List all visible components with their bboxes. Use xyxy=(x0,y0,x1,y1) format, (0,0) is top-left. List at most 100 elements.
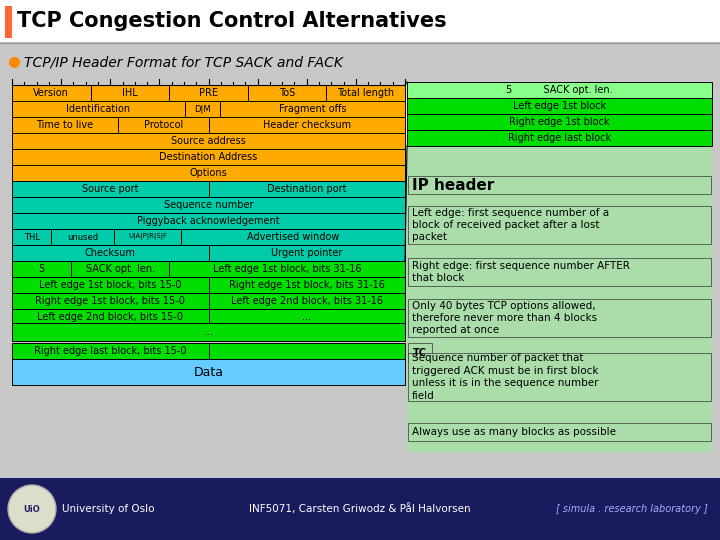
FancyBboxPatch shape xyxy=(12,245,209,261)
Text: Urgent pointer: Urgent pointer xyxy=(271,248,343,258)
Text: unused: unused xyxy=(67,233,99,241)
FancyBboxPatch shape xyxy=(12,343,209,359)
Text: TCP/IP Header Format for TCP SACK and FACK: TCP/IP Header Format for TCP SACK and FA… xyxy=(24,55,343,69)
Text: ...: ... xyxy=(302,312,311,322)
Text: Data: Data xyxy=(194,366,223,379)
FancyBboxPatch shape xyxy=(169,261,405,277)
Text: Left edge 1st block: Left edge 1st block xyxy=(513,101,606,111)
Text: Source port: Source port xyxy=(82,184,138,194)
FancyBboxPatch shape xyxy=(248,85,326,101)
Text: Only 40 bytes TCP options allowed,
therefore never more than 4 blocks
reported a: Only 40 bytes TCP options allowed, there… xyxy=(412,301,597,335)
Text: Left edge: first sequence number of a
block of received packet after a lost
pack: Left edge: first sequence number of a bl… xyxy=(412,207,609,242)
FancyBboxPatch shape xyxy=(12,165,405,181)
FancyBboxPatch shape xyxy=(12,117,118,133)
FancyBboxPatch shape xyxy=(12,85,91,101)
Text: Right edge 1st block: Right edge 1st block xyxy=(509,117,610,127)
Text: Destination port: Destination port xyxy=(267,184,346,194)
FancyBboxPatch shape xyxy=(5,6,12,38)
FancyBboxPatch shape xyxy=(169,85,248,101)
FancyBboxPatch shape xyxy=(51,229,114,245)
FancyBboxPatch shape xyxy=(407,82,712,452)
FancyBboxPatch shape xyxy=(326,85,405,101)
FancyBboxPatch shape xyxy=(209,245,405,261)
Text: Options: Options xyxy=(189,168,228,178)
FancyBboxPatch shape xyxy=(209,293,405,309)
FancyBboxPatch shape xyxy=(12,229,51,245)
FancyBboxPatch shape xyxy=(209,343,405,359)
FancyBboxPatch shape xyxy=(185,101,220,117)
FancyBboxPatch shape xyxy=(12,359,405,385)
FancyBboxPatch shape xyxy=(12,149,405,165)
Text: THL: THL xyxy=(24,233,40,241)
FancyBboxPatch shape xyxy=(209,181,405,197)
FancyBboxPatch shape xyxy=(220,101,405,117)
Text: ToS: ToS xyxy=(279,88,295,98)
FancyBboxPatch shape xyxy=(407,114,712,130)
FancyBboxPatch shape xyxy=(12,101,185,117)
FancyBboxPatch shape xyxy=(407,82,712,98)
FancyBboxPatch shape xyxy=(12,261,71,277)
Text: Destination Address: Destination Address xyxy=(159,152,258,162)
Text: Identification: Identification xyxy=(66,104,130,114)
Circle shape xyxy=(8,485,56,533)
FancyBboxPatch shape xyxy=(114,229,181,245)
Text: Sequence number: Sequence number xyxy=(163,200,253,210)
Text: SACK opt. len.: SACK opt. len. xyxy=(86,264,155,274)
Text: Protocol: Protocol xyxy=(144,120,183,130)
FancyBboxPatch shape xyxy=(71,261,169,277)
Text: 5          SACK opt. len.: 5 SACK opt. len. xyxy=(506,85,613,95)
Text: Sequence number of packet that
triggered ACK must be in first block
unless it is: Sequence number of packet that triggered… xyxy=(412,353,598,401)
Text: Right edge last block: Right edge last block xyxy=(508,133,611,143)
FancyBboxPatch shape xyxy=(209,309,405,325)
Text: Left edge 1st block, bits 15-0: Left edge 1st block, bits 15-0 xyxy=(39,280,181,290)
Text: Right edge last block, bits 15-0: Right edge last block, bits 15-0 xyxy=(34,346,186,356)
Text: PRE: PRE xyxy=(199,88,218,98)
FancyBboxPatch shape xyxy=(118,117,209,133)
Text: Left edge 2nd block, bits 15-0: Left edge 2nd block, bits 15-0 xyxy=(37,312,184,322)
FancyBboxPatch shape xyxy=(408,343,432,363)
FancyBboxPatch shape xyxy=(0,0,720,42)
FancyBboxPatch shape xyxy=(407,98,712,114)
FancyBboxPatch shape xyxy=(91,85,169,101)
Text: INF5071, Carsten Griwodz & Pål Halvorsen: INF5071, Carsten Griwodz & Pål Halvorsen xyxy=(249,503,471,515)
FancyBboxPatch shape xyxy=(181,229,405,245)
FancyBboxPatch shape xyxy=(0,478,720,540)
FancyBboxPatch shape xyxy=(12,293,209,309)
Text: UiO: UiO xyxy=(24,504,40,514)
FancyBboxPatch shape xyxy=(408,423,711,441)
Text: TCP Congestion Control Alternatives: TCP Congestion Control Alternatives xyxy=(17,11,446,31)
FancyBboxPatch shape xyxy=(12,323,405,341)
Text: IP header: IP header xyxy=(412,178,494,192)
Text: TC: TC xyxy=(413,348,427,358)
Text: Time to live: Time to live xyxy=(37,120,94,130)
Text: Fragment offs: Fragment offs xyxy=(279,104,346,114)
FancyBboxPatch shape xyxy=(12,213,405,229)
Text: Source address: Source address xyxy=(171,136,246,146)
FancyBboxPatch shape xyxy=(12,133,405,149)
Text: Right edge 1st block, bits 15-0: Right edge 1st block, bits 15-0 xyxy=(35,296,185,306)
Text: Total length: Total length xyxy=(337,88,395,98)
FancyBboxPatch shape xyxy=(408,176,711,194)
FancyBboxPatch shape xyxy=(408,353,711,401)
Text: Version: Version xyxy=(33,88,69,98)
Text: Advertised window: Advertised window xyxy=(247,232,339,242)
FancyBboxPatch shape xyxy=(12,309,209,325)
FancyBboxPatch shape xyxy=(0,44,720,478)
FancyBboxPatch shape xyxy=(209,117,405,133)
Text: Left edge 1st block, bits 31-16: Left edge 1st block, bits 31-16 xyxy=(213,264,361,274)
Text: IHL: IHL xyxy=(122,88,138,98)
Text: ...: ... xyxy=(204,327,213,337)
FancyBboxPatch shape xyxy=(209,277,405,293)
FancyBboxPatch shape xyxy=(408,258,711,286)
FancyBboxPatch shape xyxy=(407,130,712,146)
Text: Piggyback acknowledgement: Piggyback acknowledgement xyxy=(138,216,280,226)
FancyBboxPatch shape xyxy=(12,277,209,293)
Text: 5: 5 xyxy=(38,264,45,274)
Text: Right edge 1st block, bits 31-16: Right edge 1st block, bits 31-16 xyxy=(229,280,384,290)
FancyBboxPatch shape xyxy=(408,299,711,337)
Text: Right edge: first sequence number AFTER
that block: Right edge: first sequence number AFTER … xyxy=(412,261,630,283)
Text: U|A|P|R|S|F: U|A|P|R|S|F xyxy=(128,233,167,240)
Text: D|M: D|M xyxy=(194,105,211,113)
Text: Checksum: Checksum xyxy=(85,248,135,258)
Polygon shape xyxy=(405,82,407,261)
